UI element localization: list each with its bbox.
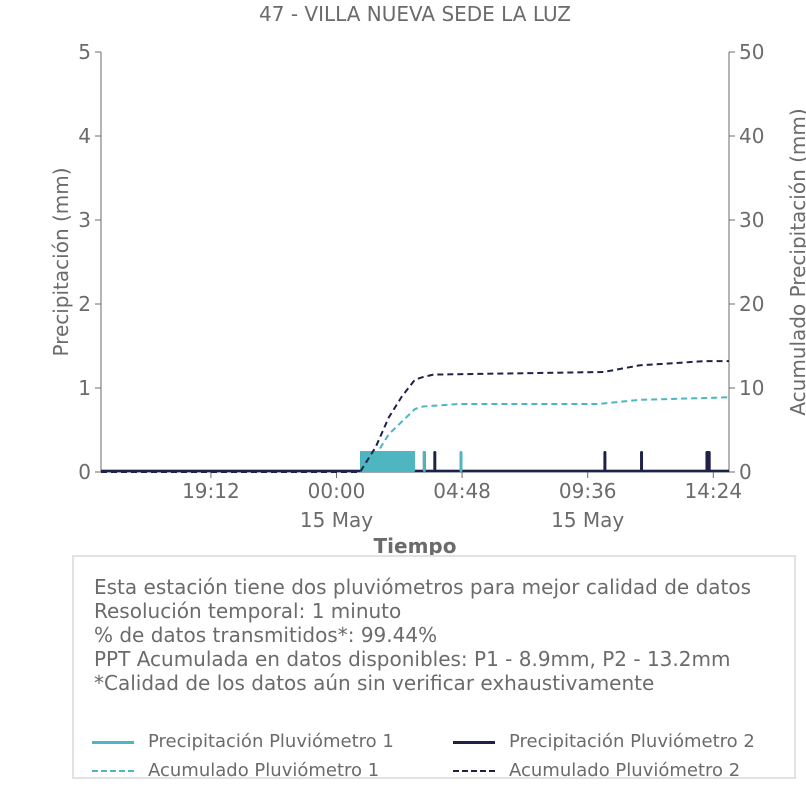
precip-bar-p2: [705, 451, 711, 472]
legend-swatch-a1: [92, 770, 134, 772]
y-right-tick-label: 20: [739, 292, 764, 316]
legend-label-p1: Precipitación Pluviómetro 1: [148, 731, 394, 752]
precip-bar-p1: [459, 451, 463, 472]
info-line-quality: *Calidad de los datos aún sin verificar …: [94, 671, 655, 695]
x-tick-label: 00:00: [308, 479, 366, 503]
y-right-tick-label: 0: [739, 460, 752, 484]
chart-svg: 47 - VILLA NUEVA SEDE LA LUZ 01234501020…: [49, 2, 806, 558]
x-tick-sublabel: 15 May: [551, 508, 624, 532]
precip-bar-p2: [603, 451, 607, 472]
x-tick-label: 19:12: [182, 479, 240, 503]
x-axis-label: Tiempo: [374, 534, 457, 558]
info-line-resolution: Resolución temporal: 1 minuto: [94, 599, 402, 623]
precip-bar-p2: [640, 451, 644, 472]
y-right-tick-label: 30: [739, 208, 764, 232]
info-line-transmitted: % de datos transmitidos*: 99.44%: [94, 623, 438, 647]
precip-bar-p2: [433, 451, 437, 472]
y-right-tick-label: 10: [739, 376, 764, 400]
info-line-dual-gauges: Esta estación tiene dos pluviómetros par…: [94, 575, 752, 599]
precip-bar-p1: [360, 451, 415, 472]
y-axis-right-label: Acumulado Precipitación (mm): [786, 108, 806, 415]
x-tick-label: 04:48: [433, 479, 491, 503]
chart-title: 47 - VILLA NUEVA SEDE LA LUZ: [259, 2, 571, 26]
legend-label-a2: Acumulado Pluviómetro 2: [509, 760, 741, 781]
y-right-tick-label: 50: [739, 40, 764, 64]
precip-bar-p1: [422, 451, 426, 472]
y-left-tick-label: 3: [78, 208, 91, 232]
legend-swatch-p1: [92, 741, 134, 744]
info-box: Esta estación tiene dos pluviómetros par…: [72, 555, 796, 781]
x-tick-label: 09:36: [559, 479, 617, 503]
x-tick-sublabel: 15 May: [300, 508, 373, 532]
y-left-tick-label: 2: [78, 292, 91, 316]
legend-label-p2: Precipitación Pluviómetro 2: [509, 731, 755, 752]
x-tick-label: 14:24: [684, 479, 742, 503]
info-line-accumulated: PPT Acumulada en datos disponibles: P1 -…: [94, 647, 731, 671]
y-left-tick-label: 0: [78, 460, 91, 484]
y-right-tick-label: 40: [739, 124, 764, 148]
y-left-tick-label: 1: [78, 376, 91, 400]
legend-swatch-a2: [453, 770, 495, 772]
y-axis-left-label: Precipitación (mm): [49, 167, 73, 356]
cumulative-line-a2: [101, 360, 729, 473]
legend-label-a1: Acumulado Pluviómetro 1: [148, 760, 380, 781]
y-left-tick-label: 5: [78, 40, 91, 64]
legend-swatch-p2: [453, 741, 495, 744]
y-left-tick-label: 4: [78, 124, 91, 148]
